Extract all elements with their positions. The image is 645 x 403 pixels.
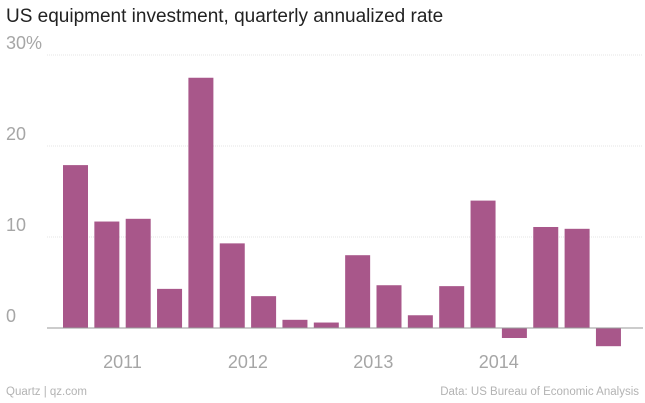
x-tick-label: 2014 xyxy=(479,352,519,372)
bar xyxy=(219,243,245,328)
bar xyxy=(282,319,308,328)
x-tick-label: 2012 xyxy=(228,352,268,372)
bar xyxy=(251,296,277,328)
x-tick-label: 2011 xyxy=(103,352,142,372)
bar xyxy=(125,218,151,328)
bar xyxy=(157,288,183,328)
y-tick-label: 0 xyxy=(6,306,16,326)
bar xyxy=(439,286,465,328)
bar xyxy=(63,165,88,328)
source-credit: Quartz | qz.com xyxy=(6,386,87,398)
bars xyxy=(63,77,621,347)
y-tick-label: 30% xyxy=(6,33,42,53)
bar xyxy=(470,200,496,328)
axis: 0 10 20 30% 2011 2012 2013 2014 xyxy=(6,33,643,372)
bar xyxy=(501,328,527,339)
bar xyxy=(564,228,590,328)
y-tick-label: 20 xyxy=(6,124,26,144)
data-source: Data: US Bureau of Economic Analysis xyxy=(440,386,639,398)
bar xyxy=(188,77,214,328)
bar xyxy=(533,226,559,328)
bar xyxy=(595,328,621,347)
bar xyxy=(407,315,433,328)
bar xyxy=(345,255,371,328)
chart-title: US equipment investment, quarterly annua… xyxy=(6,6,444,27)
x-tick-label: 2013 xyxy=(353,352,393,372)
bar xyxy=(376,285,402,328)
bar xyxy=(313,322,339,328)
bar xyxy=(94,221,120,328)
y-tick-label: 10 xyxy=(6,215,26,235)
gridlines xyxy=(47,54,643,238)
